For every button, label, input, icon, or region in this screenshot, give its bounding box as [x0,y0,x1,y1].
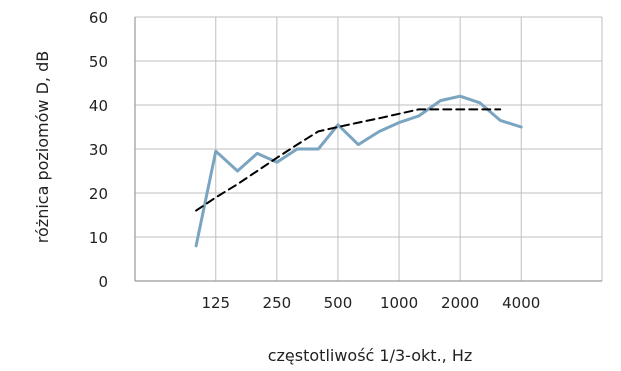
y-tick-label: 60 [89,9,108,27]
y-tick-label: 50 [89,53,108,71]
x-tick-label: 125 [201,294,230,312]
y-tick-label: 20 [89,185,108,203]
x-tick-label: 2000 [441,294,479,312]
x-axis-title: częstotliwość 1/3-okt., Hz [268,346,473,365]
x-tick-label: 4000 [502,294,540,312]
y-tick-label: 30 [89,141,108,159]
measured-curve-line [194,94,523,248]
axes [134,17,602,282]
y-tick-label: 40 [89,97,108,115]
x-tick-label: 250 [263,294,292,312]
x-tick-label: 1000 [380,294,418,312]
x-tick-labels: 125 250 500 1000 2000 4000 [201,294,540,312]
y-tick-label: 0 [98,273,108,291]
x-tick-label: 500 [324,294,353,312]
series-layer [194,94,523,248]
grid [135,16,603,281]
y-tick-label: 10 [89,229,108,247]
reference-curve-line [195,108,502,212]
y-tick-labels: 0 10 20 30 40 50 60 [89,9,108,291]
y-axis-title: różnica poziomów D, dB [33,51,52,243]
